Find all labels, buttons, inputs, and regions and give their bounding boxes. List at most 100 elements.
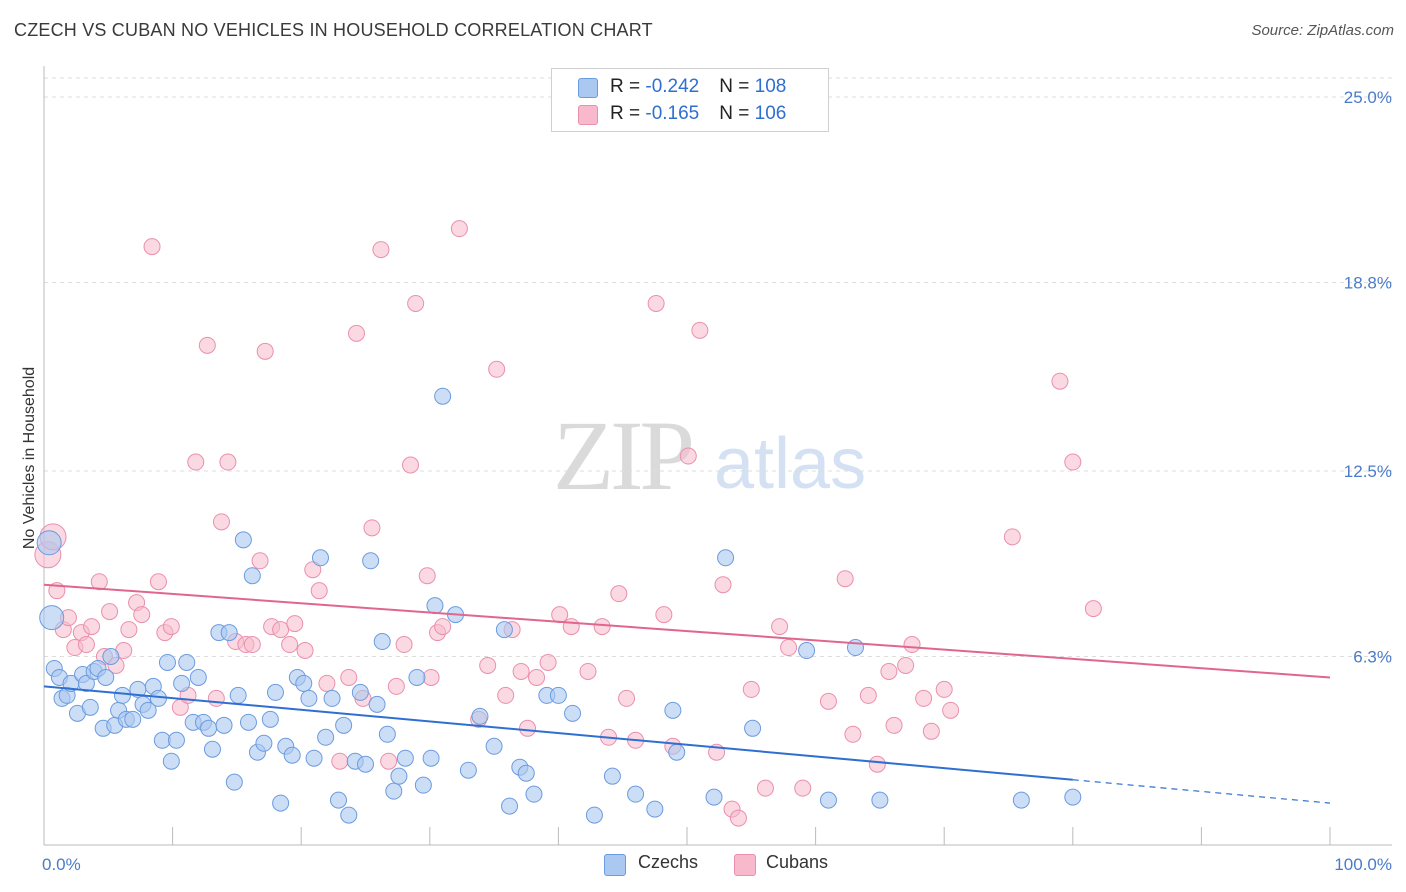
czech-point — [158, 653, 176, 671]
cuban-point — [120, 621, 138, 639]
cuban-point — [679, 447, 697, 465]
cuban-point — [647, 294, 665, 312]
czech-point — [149, 689, 167, 707]
cuban-point — [479, 656, 497, 674]
czech-point — [36, 530, 62, 556]
czechs-points — [36, 387, 1082, 824]
czech-point — [603, 767, 621, 785]
cuban-point — [450, 220, 468, 238]
czech-point — [203, 740, 221, 758]
czechs-trend-line — [43, 685, 1073, 781]
cuban-point — [281, 636, 299, 654]
cuban-point — [272, 621, 290, 639]
czech-point — [434, 387, 452, 405]
watermark-zip: ZIP — [553, 400, 695, 511]
cuban-point — [286, 615, 304, 633]
cuban-point — [729, 809, 747, 827]
cuban-point — [488, 360, 506, 378]
czech-point — [77, 674, 95, 692]
legend-n-label: N = — [719, 103, 755, 124]
chart-title: CZECH VS CUBAN NO VEHICLES IN HOUSEHOLD … — [14, 20, 653, 40]
correlation-legend: R = -0.242 N = 108 R = -0.165 N = 106 — [551, 68, 829, 132]
cuban-point — [198, 336, 216, 354]
watermark-atlas: atlas — [714, 424, 867, 504]
y-axis-label: No Vehicles in Household — [21, 367, 38, 549]
cuban-point — [380, 752, 398, 770]
czech-point — [255, 734, 273, 752]
cuban-point — [83, 618, 101, 636]
cuban-point — [212, 513, 230, 531]
cuban-point — [519, 719, 537, 737]
czech-point — [329, 791, 347, 809]
cuban-point — [318, 674, 336, 692]
czech-point — [189, 668, 207, 686]
trend-lines — [43, 583, 1331, 804]
czech-point — [266, 683, 284, 701]
czech-point — [1012, 791, 1030, 809]
czech-point — [272, 794, 290, 812]
czech-point — [317, 728, 335, 746]
cuban-point — [819, 692, 837, 710]
cuban-point — [610, 585, 628, 603]
czech-point — [215, 716, 233, 734]
czech-point — [564, 704, 582, 722]
legend-r-label: R = — [610, 103, 646, 124]
cubans-points — [34, 220, 1102, 827]
czech-point — [113, 686, 131, 704]
cuban-point — [402, 456, 420, 474]
czech-point — [549, 686, 567, 704]
czech-point — [283, 746, 301, 764]
czech-point — [871, 791, 889, 809]
cuban-point — [593, 618, 611, 636]
czech-point — [162, 752, 180, 770]
czech-point — [744, 719, 762, 737]
cuban-point — [742, 680, 760, 698]
chart-source: Source: ZipAtlas.com — [1251, 22, 1394, 39]
y-tick-label: 6.3% — [1353, 648, 1392, 667]
cuban-point — [187, 453, 205, 471]
cuban-point — [219, 453, 237, 471]
czechs-trend-extension — [1072, 779, 1331, 804]
cuban-point — [207, 689, 225, 707]
cuban-point — [551, 606, 569, 624]
czech-point — [261, 710, 279, 728]
czech-point — [517, 764, 535, 782]
x-tick-label: 100.0% — [1334, 855, 1392, 874]
czech-point — [81, 698, 99, 716]
cuban-point — [418, 567, 436, 585]
cuban-point — [1084, 600, 1102, 618]
czech-point — [525, 785, 543, 803]
cuban-point — [1003, 528, 1021, 546]
cuban-point — [296, 642, 314, 660]
cuban-point — [579, 662, 597, 680]
cuban-point — [133, 606, 151, 624]
cubans-legend-swatch — [734, 854, 756, 876]
cuban-point — [310, 582, 328, 600]
czech-point — [357, 755, 374, 773]
cuban-point — [771, 618, 789, 636]
cuban-point — [655, 606, 673, 624]
czech-point — [414, 776, 432, 794]
cubans-n-value: 106 — [754, 103, 787, 124]
czech-point — [243, 567, 261, 585]
y-tick-label: 12.5% — [1344, 462, 1392, 481]
czech-point — [668, 743, 686, 761]
cubans-trend-line — [43, 583, 1331, 679]
czech-point — [153, 731, 171, 749]
legend-n-label: N = — [719, 76, 755, 97]
czechs-r-value: -0.242 — [645, 76, 700, 97]
grid-lines — [44, 77, 1392, 658]
czech-point — [362, 552, 380, 570]
czech-point — [501, 797, 519, 815]
y-tick-label: 18.8% — [1344, 274, 1392, 293]
cuban-point — [922, 722, 940, 740]
czech-point — [97, 668, 115, 686]
czech-point — [485, 737, 503, 755]
cuban-point — [497, 686, 515, 704]
cuban-point — [372, 241, 390, 259]
legend-row-czechs: R = -0.242 N = 108 — [578, 76, 786, 100]
czech-point — [220, 624, 238, 642]
czech-point — [368, 695, 386, 713]
czech-point — [471, 707, 489, 725]
